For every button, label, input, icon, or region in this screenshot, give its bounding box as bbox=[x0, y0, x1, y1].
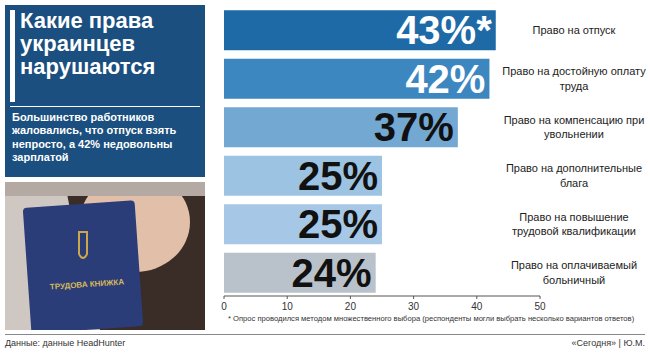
data-label: 25% bbox=[298, 202, 378, 246]
booklet bbox=[23, 200, 144, 330]
title: Какие права украинцев нарушаются bbox=[20, 9, 200, 78]
category-label: Право на компенсацию при увольнении bbox=[500, 103, 648, 152]
x-tick bbox=[287, 296, 288, 299]
data-label: 24% bbox=[292, 251, 372, 295]
x-tick-label: 40 bbox=[471, 301, 483, 312]
x-tick-label: 50 bbox=[534, 301, 546, 312]
x-tick-label: 30 bbox=[408, 301, 420, 312]
chart: 43%* 42%37% 25%25% 24% 0 10 20 30 40 50 bbox=[0, 0, 650, 355]
category-label: Право на отпуск bbox=[500, 6, 648, 55]
x-tick bbox=[476, 296, 477, 299]
note: * Опрос проводился методом множественног… bbox=[228, 315, 648, 324]
x-tick-label: 20 bbox=[345, 301, 357, 312]
x-axis bbox=[224, 296, 540, 297]
data-label: 42% bbox=[405, 57, 485, 101]
subtitle: Большинство работников жаловались, что о… bbox=[12, 111, 200, 165]
x-tick-label: 0 bbox=[221, 301, 227, 312]
title-bar bbox=[10, 10, 15, 102]
category-label: Право на достойную оплату труда bbox=[500, 55, 648, 104]
category-label: Право на дополнительные блага bbox=[500, 152, 648, 201]
x-tick bbox=[350, 296, 351, 299]
credit: «Сегодня» | Ю.М. bbox=[572, 338, 645, 348]
x-tick-label: 10 bbox=[282, 301, 294, 312]
data-label: 25% bbox=[298, 154, 378, 198]
category-label: Право на повышение трудовой квалификации bbox=[500, 200, 648, 249]
x-tick bbox=[540, 296, 541, 299]
photo bbox=[5, 182, 205, 330]
bottom-rule bbox=[5, 334, 645, 335]
data-label: 43%* bbox=[396, 8, 492, 52]
source: Данные: данные HeadHunter bbox=[5, 338, 125, 348]
category-label: Право на оплачиваемый больничный bbox=[500, 249, 648, 298]
x-tick bbox=[413, 296, 414, 299]
photo-top bbox=[5, 182, 205, 196]
x-tick bbox=[224, 296, 225, 299]
title-rule bbox=[10, 106, 200, 107]
data-label: 37% bbox=[374, 105, 454, 149]
booklet-emblem bbox=[79, 232, 87, 258]
